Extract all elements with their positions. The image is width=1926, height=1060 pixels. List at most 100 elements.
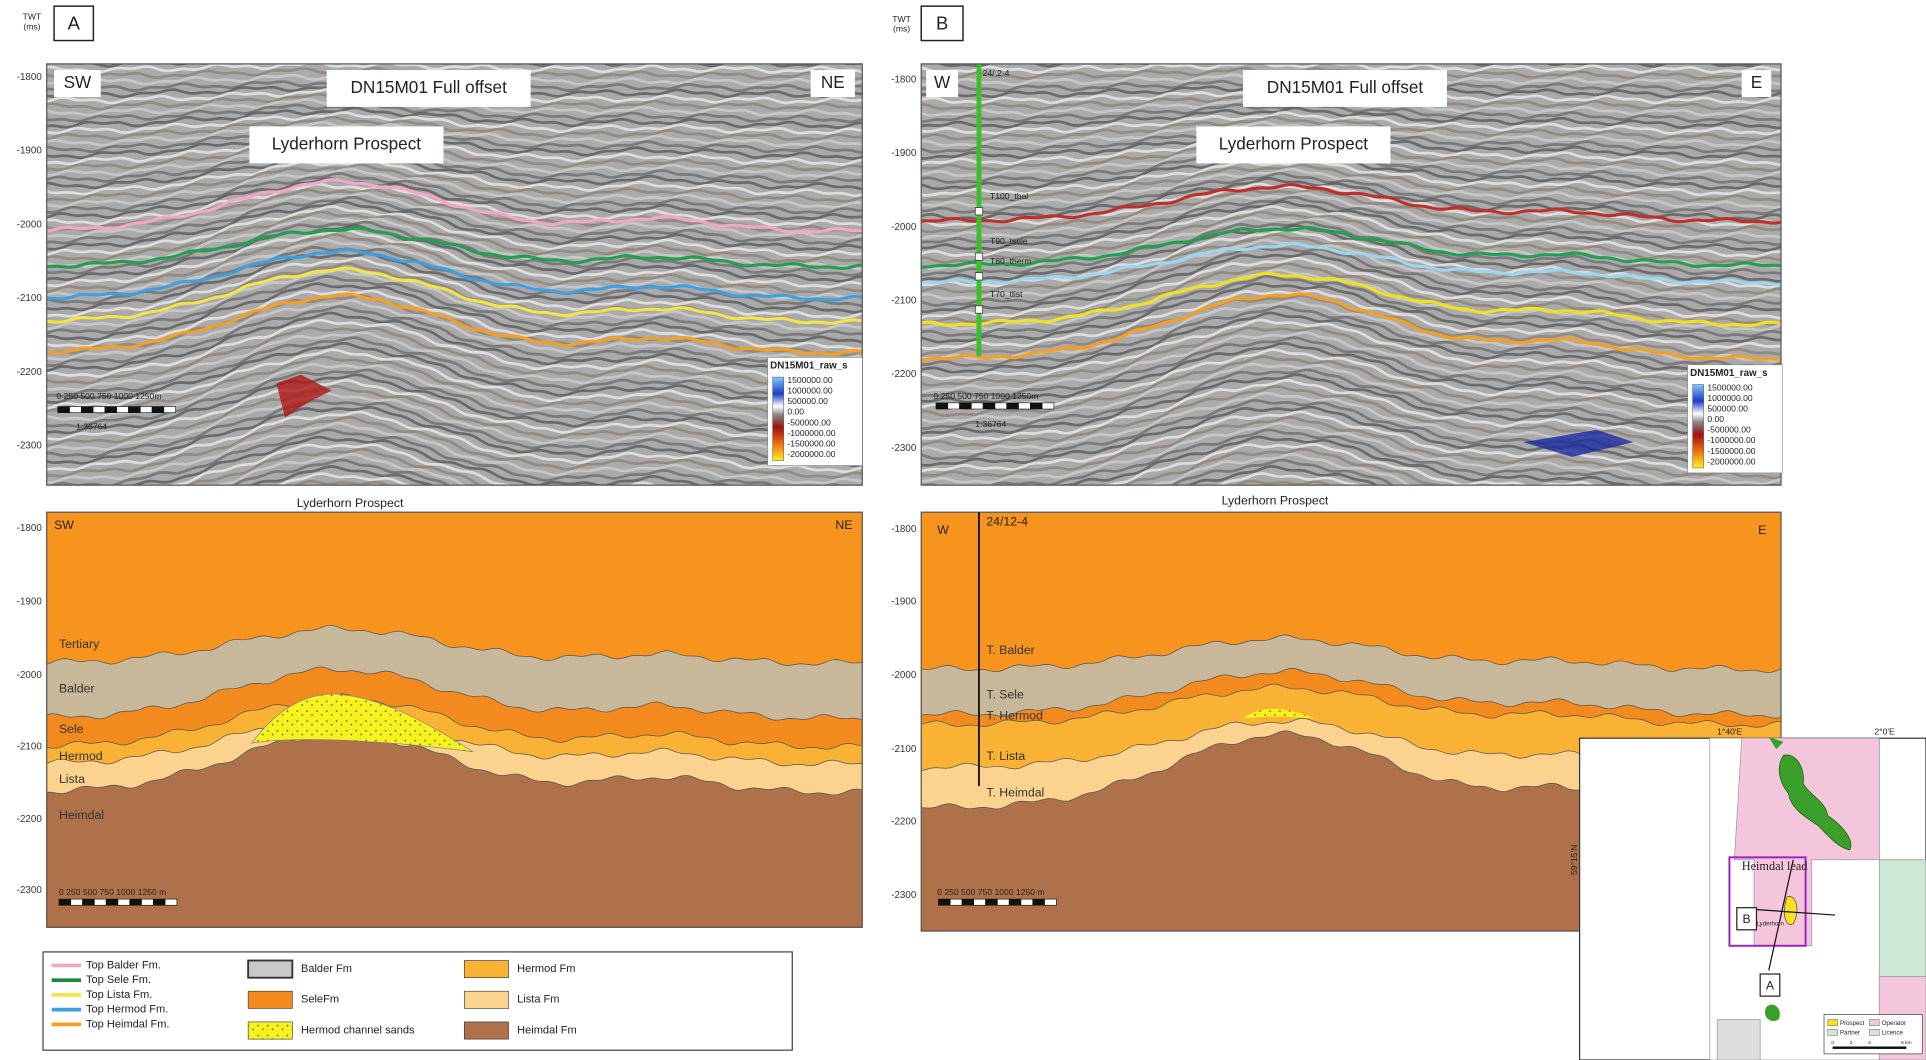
map-scale: 0	[1831, 1040, 1834, 1046]
y-tick-label: -1800	[891, 74, 917, 85]
legend-swatch	[248, 961, 292, 978]
direction: W	[934, 72, 951, 92]
y-tick-label: -2300	[891, 890, 917, 901]
scale-segment	[1045, 899, 1057, 905]
prospect: Lyderhorn Prospect	[272, 133, 422, 153]
reflector	[47, 19, 863, 30]
y-tick-label: -2200	[17, 814, 43, 825]
scale-segment	[58, 407, 70, 413]
legend-label: Hermod channel sands	[301, 1024, 415, 1036]
colorbar-label: 1500000.00	[787, 375, 833, 385]
colorbar-label: -2000000.00	[1707, 456, 1755, 466]
body: TWT (ms) A SW NE DN15M01 Full offset Lyd…	[0, 0, 1926, 1060]
horizon-label: T100_tbal	[990, 191, 1028, 201]
scale-segment	[83, 899, 95, 905]
reflector	[921, 25, 1781, 36]
scale-segment	[94, 899, 106, 905]
legend-label: Balder Fm	[301, 963, 352, 975]
scale-segment	[130, 899, 142, 905]
legend-label: Top Balder Fm.	[86, 959, 161, 971]
colorbar-label: 500000.00	[1707, 404, 1748, 414]
legend-label: Top Lista Fm.	[86, 989, 152, 1001]
y-tick-label: -1900	[891, 596, 917, 607]
scale-segment	[106, 899, 118, 905]
location-map: 1°40'E 2°0'E 59°15'N Heimdal lead Lyderh…	[1569, 726, 1926, 1060]
legend-swatch	[1869, 1029, 1879, 1035]
reflector	[47, 0, 863, 11]
legend-label: SeleFm	[301, 994, 339, 1006]
scale-segment	[165, 899, 177, 905]
legend-label: Top Heimdal Fm.	[86, 1018, 170, 1030]
direction: SW	[64, 72, 92, 92]
partner-area	[1879, 860, 1926, 977]
y-tick-label: -1900	[17, 146, 43, 157]
scale-segment	[971, 403, 983, 409]
well-marker	[975, 306, 982, 313]
map-scale: 2	[1850, 1040, 1853, 1046]
scale-segment	[950, 899, 962, 905]
title: DN15M01 Full offset	[351, 77, 508, 97]
unit-label: T. Balder	[986, 643, 1034, 657]
colorbar-label: -1000000.00	[787, 428, 835, 438]
section-title: Lyderhorn Prospect	[1222, 493, 1329, 507]
reflector	[921, 0, 1781, 5]
y-tick-label: -1800	[17, 72, 43, 83]
legend-label: Top Sele Fm.	[86, 974, 151, 986]
y-tick-label: -2100	[891, 296, 917, 307]
panel-label: B	[936, 12, 948, 33]
y-tick-label: -2000	[17, 219, 43, 230]
reflector	[921, 0, 1781, 11]
legend-swatch	[464, 1022, 508, 1039]
scale-segment	[81, 407, 93, 413]
map-scale-bar	[1833, 1046, 1907, 1048]
scale-segment	[70, 407, 82, 413]
scale-segment	[1030, 403, 1042, 409]
scale-segment	[118, 899, 130, 905]
colorbar-label: -500000.00	[1707, 425, 1751, 435]
scale-segment	[948, 403, 960, 409]
y-tick-label: -2100	[17, 293, 43, 304]
scale-segment	[997, 899, 1009, 905]
y-tick-label: -1800	[891, 524, 917, 535]
unit-label: Lista	[59, 772, 85, 786]
title: DN15M01 Full offset	[1267, 77, 1424, 97]
lead-label: Heimdal lead	[1742, 859, 1808, 873]
unit-label: Balder	[59, 681, 94, 695]
horizon-label: T70_tlist	[990, 289, 1023, 299]
legend-label: Top Hermod Fm.	[86, 1004, 168, 1016]
reflector	[47, 12, 863, 23]
well-label: 24/ 2-4	[983, 68, 1010, 78]
longitude: 2°0'E	[1874, 726, 1895, 736]
y-tick-label: -2100	[17, 741, 43, 752]
scale-label: 0 250 500 750 1000 1250 m	[937, 887, 1044, 897]
colorbar	[1693, 384, 1704, 468]
scale-segment	[974, 899, 986, 905]
scale-segment	[1021, 899, 1033, 905]
reflector	[47, 0, 863, 5]
scale-bar	[58, 407, 176, 413]
scale-segment	[93, 407, 105, 413]
legend-swatch	[464, 991, 508, 1008]
unit-label: Hermod	[59, 749, 103, 763]
section-a	[47, 512, 863, 927]
y-tick-label: -2300	[17, 885, 43, 896]
horizon-label: T90_tsele	[990, 236, 1028, 246]
legend-swatch	[1869, 1019, 1879, 1025]
well-marker	[975, 208, 982, 215]
axis-unit: (ms)	[23, 21, 40, 31]
unit-label: T. Sele	[986, 687, 1024, 701]
unit-label: Tertiary	[59, 637, 100, 651]
reflector	[47, 43, 863, 54]
direction: W	[937, 523, 949, 537]
reflector	[47, 37, 863, 48]
y-tick-label: -2000	[891, 222, 917, 233]
legend-swatch	[248, 991, 292, 1008]
y-tick-label: -2000	[891, 670, 917, 681]
legend-label: Heimdal Fm	[517, 1024, 577, 1036]
map-legend-label: Operator	[1882, 1020, 1906, 1027]
map-legend-label: Partner	[1840, 1030, 1860, 1037]
direction: E	[1751, 72, 1762, 92]
direction: NE	[835, 518, 852, 532]
colorbar-label: -2000000.00	[787, 449, 835, 459]
reflector	[921, 37, 1781, 48]
